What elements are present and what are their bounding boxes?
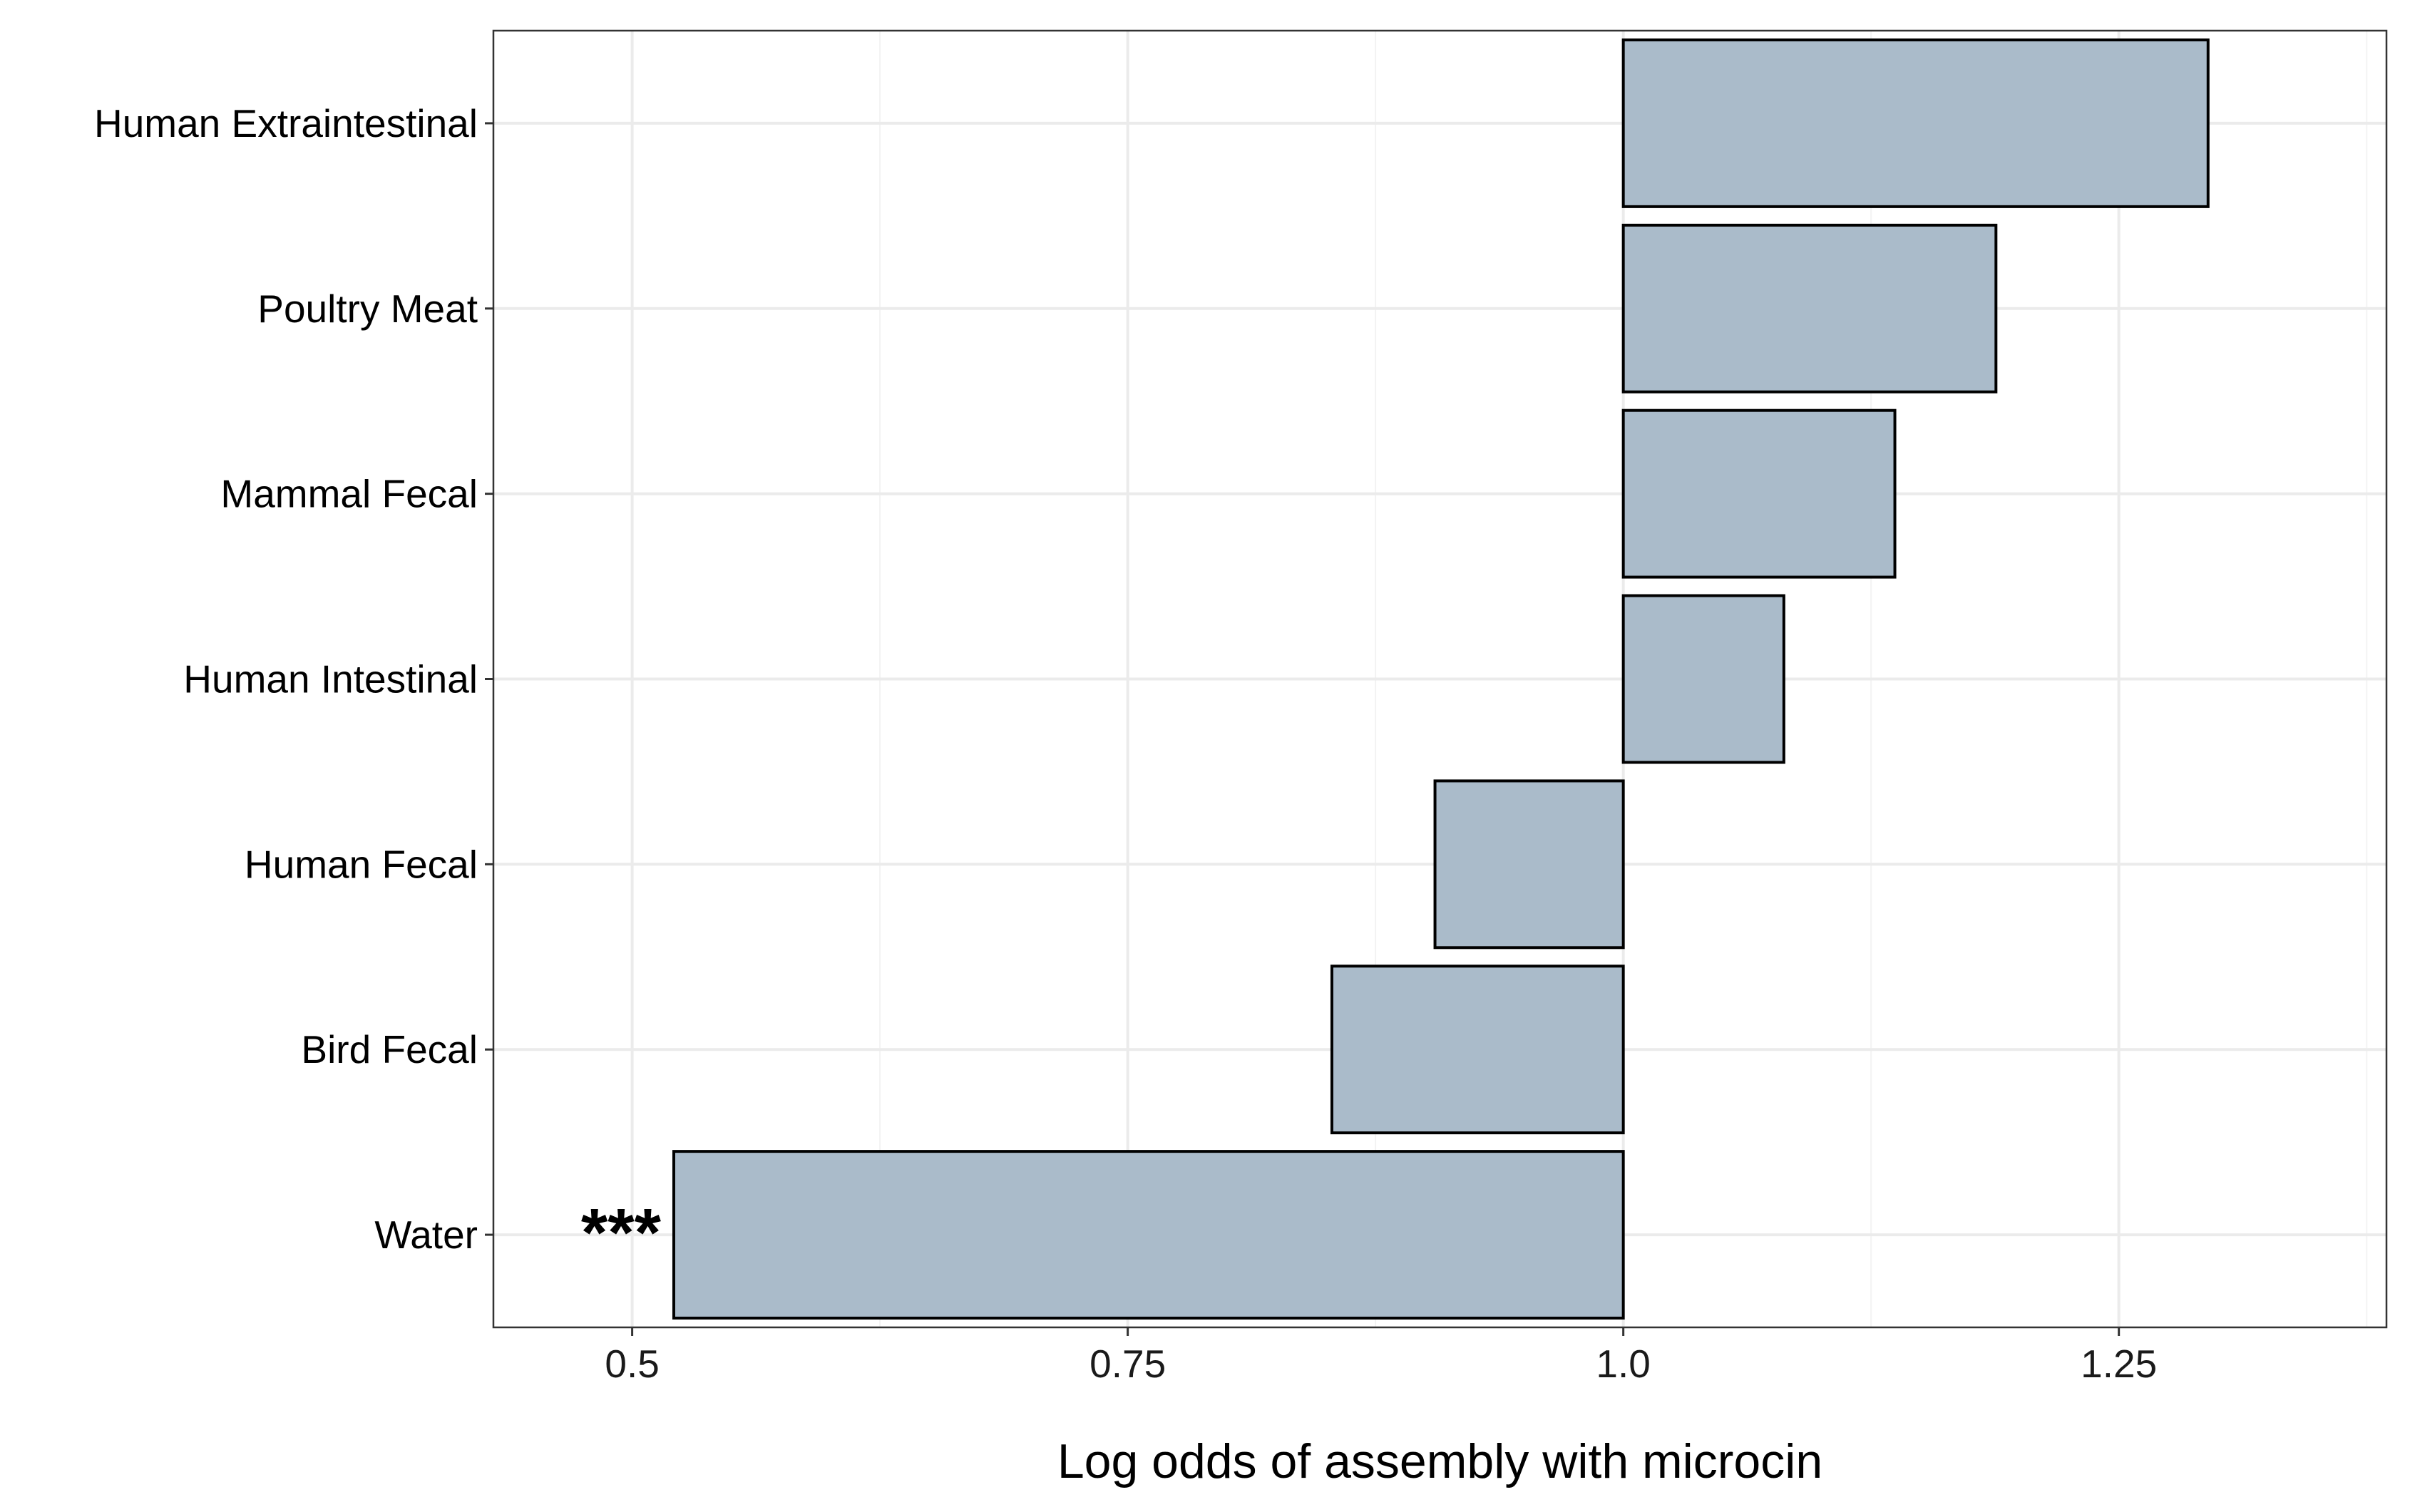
y-tick-label: Human Intestinal xyxy=(183,657,478,701)
bar-human-fecal xyxy=(1433,779,1625,950)
x-tick-label: 1.25 xyxy=(2081,1342,2157,1386)
bar-human-intestinal xyxy=(1621,594,1785,764)
x-tick-label: 0.75 xyxy=(1089,1342,1166,1386)
bar-mammal-fecal xyxy=(1621,408,1897,579)
bars xyxy=(672,38,2210,1320)
bar-poultry-meat xyxy=(1621,223,1998,394)
significance-annotations: *** xyxy=(581,1195,662,1271)
y-tick-label: Mammal Fecal xyxy=(220,472,478,516)
y-tick-label: Human Fecal xyxy=(245,842,478,886)
axes: Human Extraintestinal Poultry Meat Mammal … xyxy=(94,101,2157,1386)
bar-bird-fecal xyxy=(1330,965,1625,1135)
x-axis-label: Log odds of assembly with microcin xyxy=(1057,1434,1822,1488)
bar-human-extraintestinal xyxy=(1621,38,2210,208)
x-tick-label: 1.0 xyxy=(1596,1342,1650,1386)
significance-label: *** xyxy=(581,1195,662,1271)
y-tick-label: Bird Fecal xyxy=(301,1027,478,1071)
bar-water xyxy=(672,1150,1625,1320)
y-tick-label: Water xyxy=(374,1213,478,1257)
y-tick-label: Poultry Meat xyxy=(257,287,478,331)
x-tick-label: 0.5 xyxy=(605,1342,659,1386)
y-tick-label: Human Extraintestinal xyxy=(94,101,478,145)
